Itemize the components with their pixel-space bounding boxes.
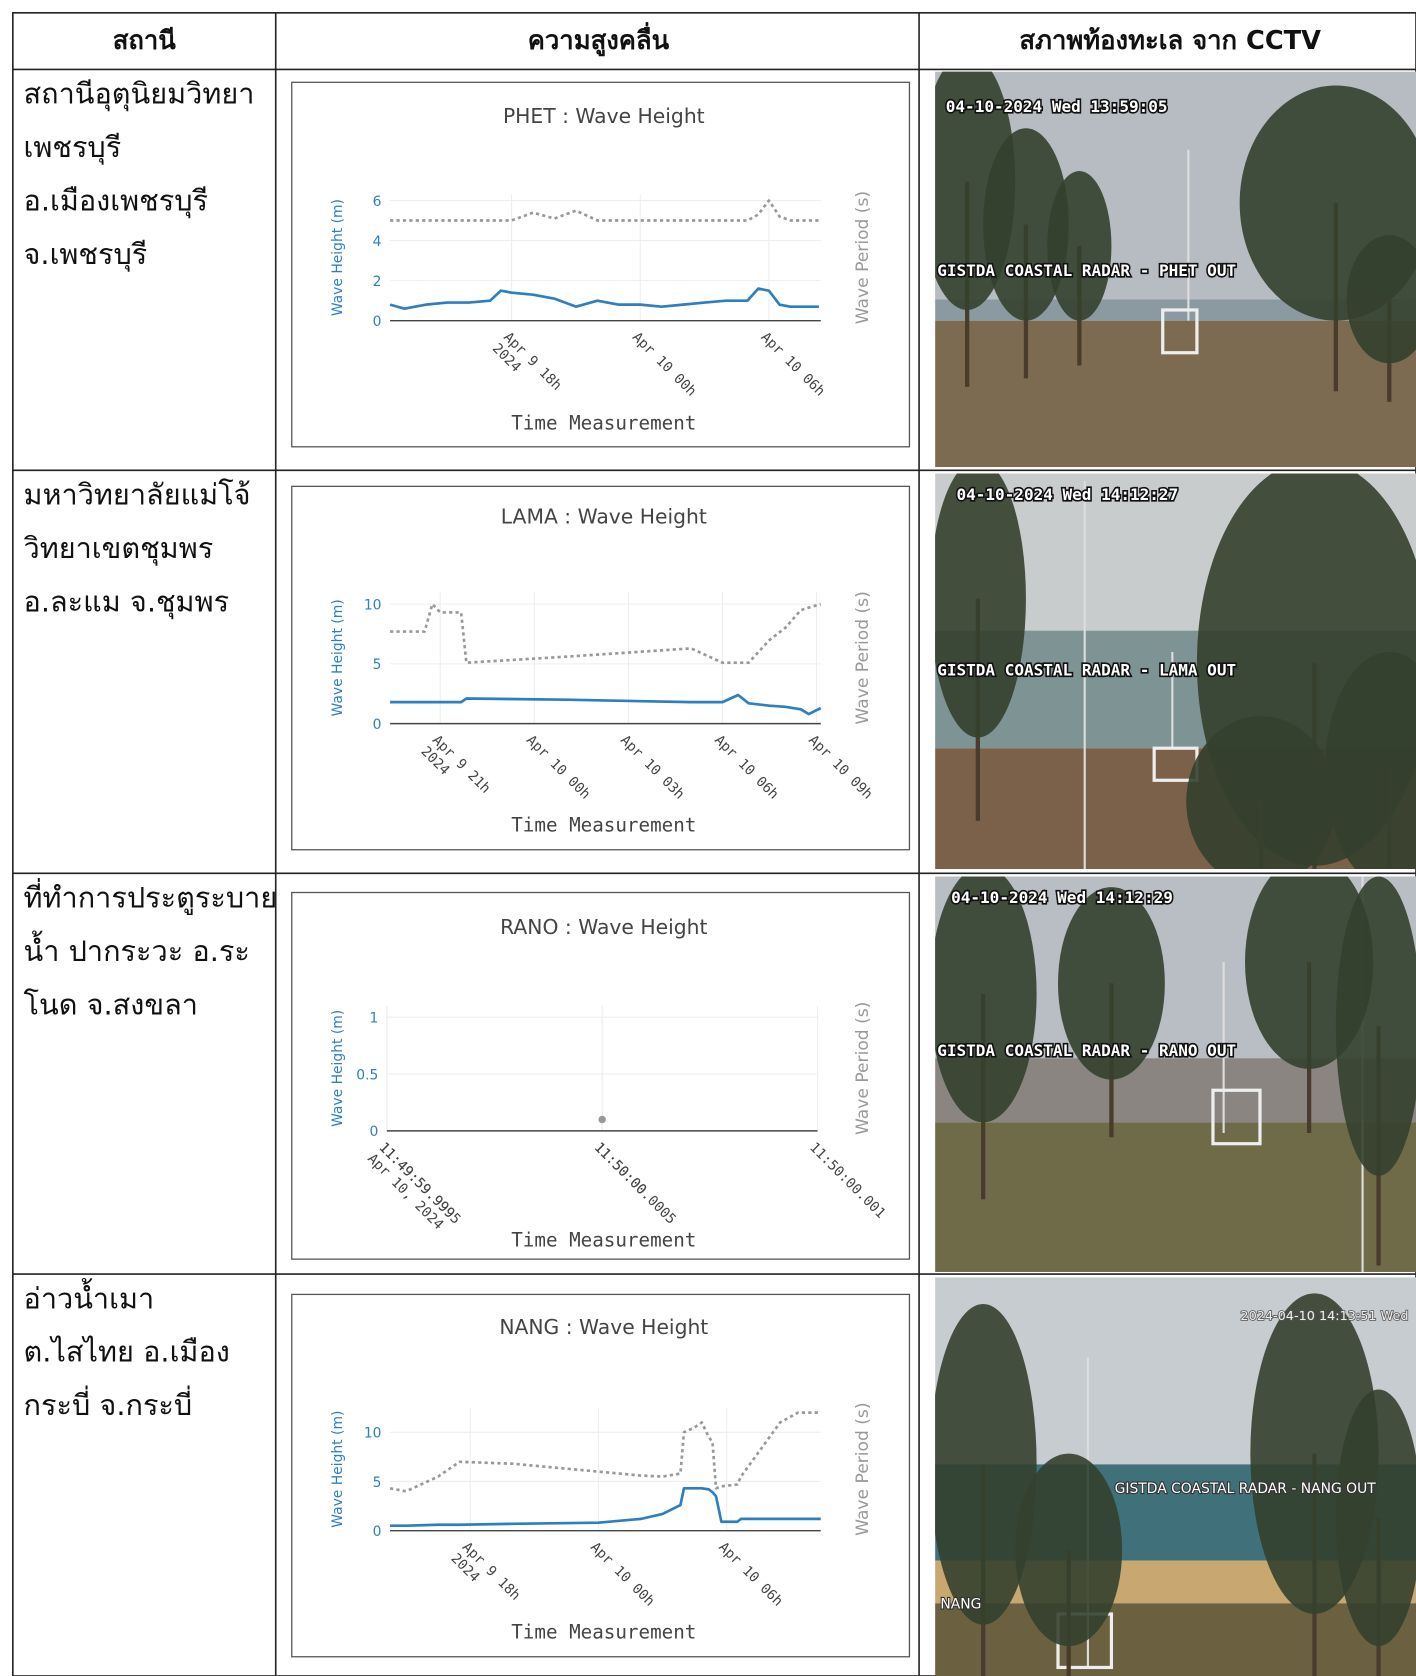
y2-axis-title: Wave Period (s) bbox=[853, 1403, 873, 1536]
y-axis-title: Wave Height (m) bbox=[330, 1411, 346, 1528]
cctv-timestamp: 2024-04-10 14:13:51 Wed bbox=[1240, 1309, 1408, 1324]
y-axis-title: Wave Height (m) bbox=[330, 599, 346, 716]
y-tick-label: 0 bbox=[373, 314, 382, 330]
cctv-timestamp: 04-10-2024 Wed 14:12:29 bbox=[951, 888, 1173, 907]
scene-tree bbox=[1325, 652, 1416, 869]
x-axis-title: Time Measurement bbox=[511, 412, 696, 435]
x-axis-title: Time Measurement bbox=[511, 1621, 696, 1644]
scene-tree bbox=[1335, 876, 1416, 1176]
data-point bbox=[598, 1115, 606, 1124]
chart-frame bbox=[291, 1293, 911, 1658]
y2-axis-title: Wave Period (s) bbox=[853, 591, 873, 724]
station-text: กระบี่ จ.กระบี่ bbox=[24, 1385, 193, 1422]
cctv-caption: GISTDA COASTAL RADAR - LAMA OUT bbox=[937, 661, 1236, 680]
station-text: โนด จ.สงขลา bbox=[24, 987, 198, 1021]
station-text: จ.เพชรบุรี bbox=[24, 237, 148, 272]
series-line bbox=[390, 693, 822, 716]
y-tick-label: 5 bbox=[373, 657, 382, 673]
y-axis-title: Wave Height (m) bbox=[330, 1010, 346, 1127]
station-text: ที่ทำการประตูระบาย bbox=[24, 877, 278, 915]
station-text: อ.เมืองเพชรบุรี bbox=[24, 184, 208, 219]
table-grid bbox=[12, 12, 1416, 1676]
series-line bbox=[389, 1411, 821, 1493]
cctv-image bbox=[935, 71, 1416, 468]
scene-tree bbox=[1186, 716, 1336, 869]
cctv-image bbox=[935, 1277, 1416, 1676]
x-axis-title: Time Measurement bbox=[511, 1228, 696, 1251]
scene-band bbox=[935, 1122, 1416, 1272]
cctv-caption: GISTDA COASTAL RADAR - RANO OUT bbox=[937, 1041, 1236, 1060]
y-axis-title: Wave Height (m) bbox=[330, 199, 346, 316]
y2-axis-title: Wave Period (s) bbox=[853, 1002, 873, 1135]
station-text: วิทยาเขตชุมพร bbox=[24, 531, 214, 566]
scene-tree bbox=[935, 1304, 1037, 1625]
cctv-image bbox=[935, 876, 1416, 1272]
scene-tree bbox=[1015, 1453, 1123, 1647]
cctv-timestamp: 04-10-2024 Wed 14:12:27 bbox=[956, 485, 1178, 504]
station-text: สถานีอุตุนิยมวิทยา bbox=[24, 77, 255, 112]
chart-title: LAMA : Wave Height bbox=[501, 505, 707, 529]
y-tick-label: 0.5 bbox=[356, 1067, 378, 1083]
cctv-image bbox=[935, 473, 1416, 869]
cctv-timestamp: 04-10-2024 Wed 13:59:05 bbox=[946, 97, 1168, 116]
chart-title: NANG : Wave Height bbox=[499, 1315, 708, 1339]
series-line bbox=[389, 287, 819, 311]
station-text: อ.ละแม จ.ชุมพร bbox=[24, 584, 230, 619]
scene-tree bbox=[935, 473, 1026, 738]
cctv-tag: NANG bbox=[940, 1597, 981, 1613]
scene-tree bbox=[1346, 235, 1416, 364]
scene-band bbox=[935, 320, 1416, 468]
chart-frame bbox=[291, 891, 911, 1260]
chart-title: RANO : Wave Height bbox=[500, 915, 707, 939]
y-tick-label: 0 bbox=[373, 717, 382, 733]
scene-tree bbox=[983, 128, 1069, 321]
x-axis-title: Time Measurement bbox=[511, 814, 696, 837]
chart-title: PHET : Wave Height bbox=[503, 104, 705, 128]
y-tick-label: 5 bbox=[373, 1475, 382, 1491]
station-text: น้ำ ปากระวะ อ.ระ bbox=[24, 930, 250, 968]
station-text: ต.ไสไทย อ.เมือง bbox=[24, 1335, 230, 1369]
series-line bbox=[390, 1486, 821, 1528]
y-tick-label: 6 bbox=[373, 194, 382, 210]
y-tick-label: 1 bbox=[369, 1011, 378, 1027]
chart-frame bbox=[291, 485, 911, 851]
scene-structure bbox=[1161, 308, 1199, 355]
scene-structure bbox=[1211, 1088, 1262, 1146]
chart-frame bbox=[291, 81, 911, 448]
station-text: อ่าวน้ำเมา bbox=[24, 1277, 155, 1315]
cctv-caption: GISTDA COASTAL RADAR - PHET OUT bbox=[937, 261, 1236, 280]
y-tick-label: 4 bbox=[373, 234, 382, 250]
scene-tree bbox=[1057, 887, 1165, 1080]
station-text: มหาวิทยาลัยแม่โจ้ bbox=[24, 478, 251, 512]
cctv-caption: GISTDA COASTAL RADAR - NANG OUT bbox=[1115, 1481, 1377, 1497]
station-text: เพชรบุรี bbox=[24, 130, 122, 165]
series-line bbox=[390, 602, 822, 665]
scene-tree bbox=[1047, 171, 1112, 321]
header-cell: สถานี bbox=[113, 26, 177, 56]
y-tick-label: 0 bbox=[369, 1124, 378, 1140]
scene-tree bbox=[935, 876, 1037, 1123]
series-line bbox=[390, 199, 819, 222]
scene-tree bbox=[1335, 1389, 1416, 1647]
scene-band bbox=[935, 1603, 1416, 1676]
y-tick-label: 0 bbox=[373, 1524, 382, 1540]
y-tick-label: 10 bbox=[364, 1426, 382, 1442]
y-tick-label: 10 bbox=[364, 597, 382, 613]
header-cell: สภาพท้องทะเล จาก CCTV bbox=[1019, 26, 1321, 56]
y-tick-label: 2 bbox=[373, 274, 382, 290]
y2-axis-title: Wave Period (s) bbox=[853, 191, 873, 324]
header-cell: ความสูงคลื่น bbox=[528, 22, 670, 57]
